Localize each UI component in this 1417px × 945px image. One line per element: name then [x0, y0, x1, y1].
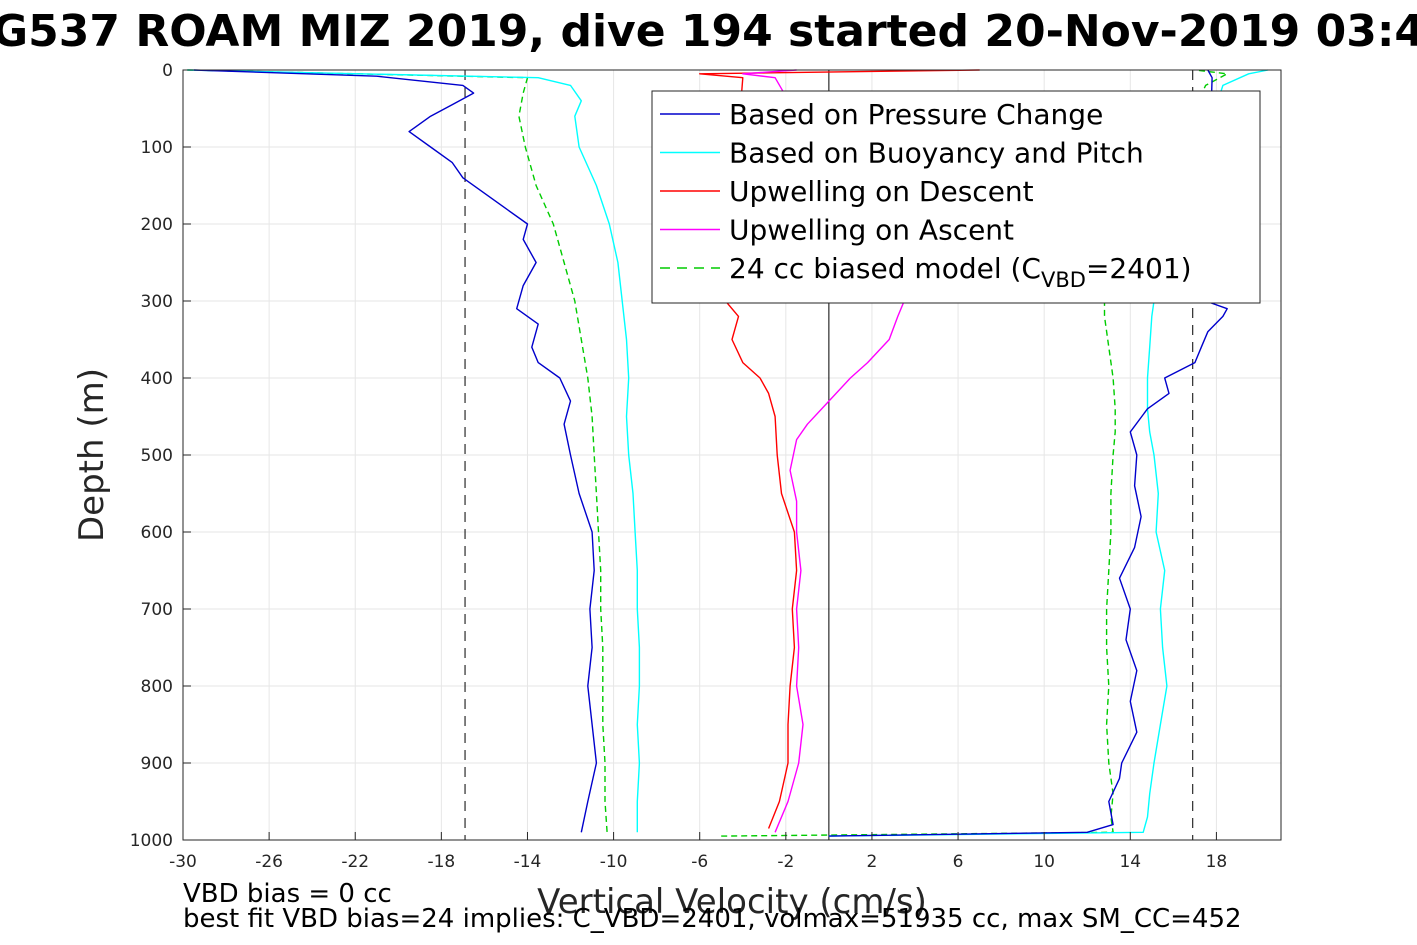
y-tick-label-6: 600 — [141, 523, 173, 543]
x-tick-label-6: -6 — [691, 852, 708, 872]
y-tick-label-2: 200 — [141, 215, 173, 235]
legend-label-descent: Upwelling on Descent — [729, 175, 1034, 208]
chart-title: SG537 ROAM MIZ 2019, dive 194 started 20… — [0, 6, 1417, 57]
y-tick-label-5: 500 — [141, 446, 173, 466]
x-tick-label-0: -30 — [169, 852, 197, 872]
series-line-pressure-ascent — [828, 69, 1228, 837]
x-tick-label-8: 2 — [867, 852, 878, 872]
series-line-model-descent — [187, 69, 608, 833]
series-line-descent — [699, 69, 980, 829]
y-tick-label-7: 700 — [141, 600, 173, 620]
y-tick-label-1: 100 — [141, 138, 173, 158]
series-line-pressure-descent — [193, 69, 598, 833]
x-tick-label-10: 10 — [1033, 852, 1055, 872]
y-tick-label-4: 400 — [141, 369, 173, 389]
x-tick-label-7: -2 — [777, 852, 794, 872]
x-tick-label-2: -22 — [341, 852, 369, 872]
y-tick-label-10: 1000 — [130, 831, 173, 851]
x-tick-label-12: 18 — [1206, 852, 1228, 872]
chart-legend: Based on Pressure Change Based on Buoyanc… — [651, 90, 1261, 304]
x-tick-label-11: 14 — [1119, 852, 1141, 872]
legend-label-pressure: Based on Pressure Change — [729, 98, 1103, 131]
series-line-model-ascent — [721, 69, 1228, 837]
legend-label-ascent: Upwelling on Ascent — [729, 214, 1014, 247]
legend-label-model: 24 cc biased model (CVBD=2401) — [729, 252, 1192, 292]
series-line-buoyancy-descent — [187, 69, 641, 833]
series-line-ascent — [742, 69, 905, 833]
y-axis-label: Depth (m) — [72, 368, 112, 542]
legend-box — [651, 90, 1261, 304]
y-tick-label-9: 900 — [141, 754, 173, 774]
x-tick-label-3: -18 — [427, 852, 455, 872]
best-fit-note: best fit VBD bias=24 implies: C_VBD=2401… — [183, 904, 1242, 934]
x-tick-label-1: -26 — [255, 852, 283, 872]
x-axis-label: Vertical Velocity (cm/s) — [537, 882, 927, 922]
series-line-buoyancy-ascent — [828, 69, 1269, 837]
y-tick-label-0: 0 — [162, 61, 173, 81]
x-tick-label-9: 6 — [953, 852, 964, 872]
y-tick-label-8: 800 — [141, 677, 173, 697]
x-tick-label-4: -14 — [514, 852, 542, 872]
data-series — [187, 69, 1269, 837]
x-tick-label-5: -10 — [600, 852, 628, 872]
y-tick-label-3: 300 — [141, 292, 173, 312]
vbd-bias-note: VBD bias = 0 cc — [183, 879, 392, 909]
legend-label-buoyancy: Based on Buoyancy and Pitch — [729, 137, 1144, 170]
axis-ticks: -30 -26 -22 -18 -14 -10 -6 -2 2 6 10 14 180100200300… — [130, 61, 1227, 872]
